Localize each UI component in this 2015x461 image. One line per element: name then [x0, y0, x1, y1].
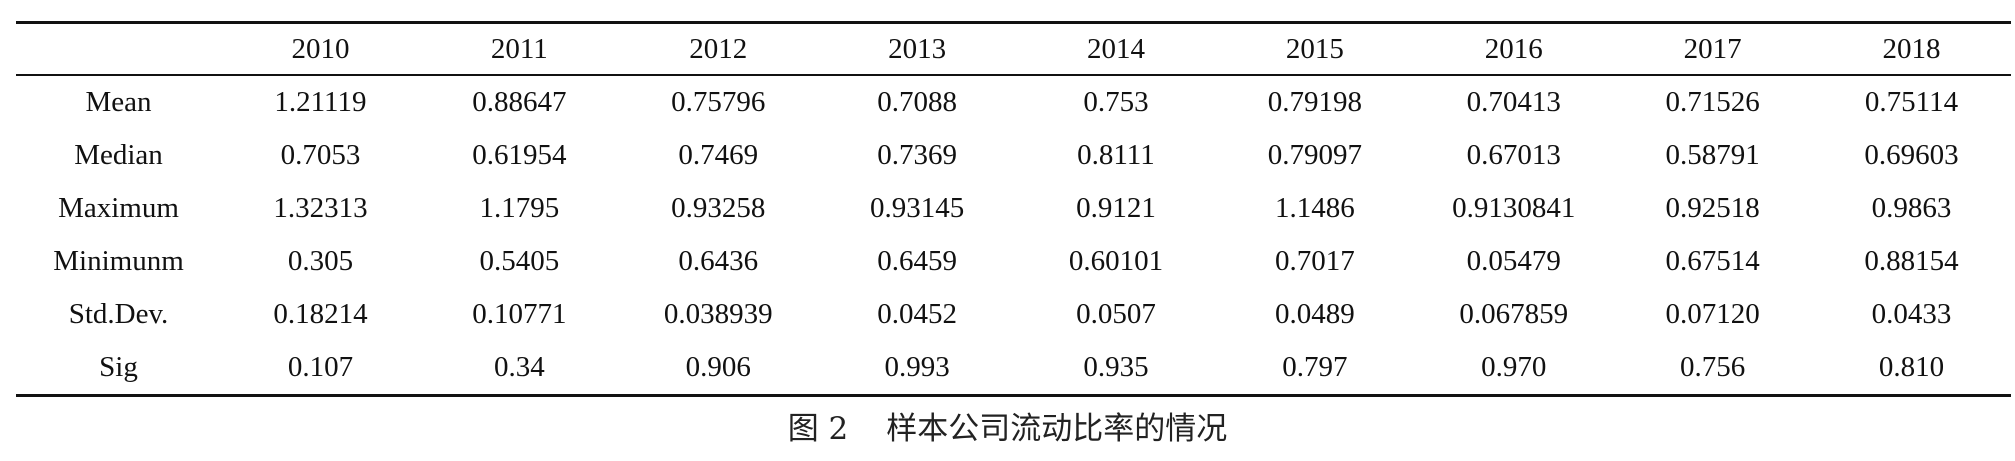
- table-cell: 0.34: [493, 351, 545, 383]
- table-cell: 0.753: [1083, 86, 1149, 118]
- table-cell: 0.9121: [1076, 192, 1156, 224]
- table-cell: 0.61954: [472, 139, 567, 171]
- table-cell: 0.07120: [1665, 298, 1760, 330]
- column-header: 2013: [888, 33, 947, 65]
- table-cell: 1.32313: [273, 192, 368, 224]
- table-cell: 0.60101: [1068, 245, 1164, 277]
- table-cell: 0.7369: [877, 139, 957, 171]
- table-cell: 0.935: [1083, 351, 1149, 383]
- table-cell: 0.93258: [671, 192, 766, 224]
- table-cell: 0.88154: [1864, 245, 1959, 277]
- table-row: Maximum 1.32313 1.1795 0.93258 0.93145 0…: [16, 182, 2011, 235]
- table-cell: 0.756: [1679, 351, 1746, 383]
- table-cell: 0.107: [287, 351, 354, 383]
- table-cell: 0.7469: [678, 139, 759, 171]
- table-cell: 0.8111: [1077, 139, 1155, 171]
- row-label: Std.Dev.: [68, 298, 169, 330]
- table-cell: 0.58791: [1665, 139, 1760, 171]
- table-cell: 0.88647: [472, 86, 567, 118]
- statistics-table: 2010 2011 2012 2013 2014 2015 2016 2017 …: [16, 21, 2011, 397]
- table-row: Sig 0.107 0.34 0.906 0.993 0.935 0.797 0…: [16, 341, 2011, 396]
- table-cell: 0.6459: [877, 245, 957, 277]
- table-cell: 0.7088: [877, 86, 957, 118]
- table-cell: 0.9130841: [1452, 192, 1576, 224]
- table-cell: 0.75796: [671, 86, 766, 118]
- table-cell: 0.69603: [1864, 139, 1959, 171]
- table-cell: 0.7053: [280, 139, 361, 171]
- table-cell: 0.0489: [1274, 298, 1355, 330]
- table-row: Median 0.7053 0.61954 0.7469 0.7369 0.81…: [16, 129, 2011, 182]
- row-label: Sig: [99, 351, 138, 383]
- figure-caption: 图 2 样本公司流动比率的情况: [0, 403, 2015, 448]
- column-header: 2011: [490, 33, 548, 65]
- table-cell: 0.810: [1878, 351, 1945, 383]
- column-header: 2010: [291, 33, 350, 65]
- row-label: Maximum: [58, 192, 179, 224]
- table-cell: 0.92518: [1665, 192, 1760, 224]
- table-cell: 0.0452: [877, 298, 957, 330]
- column-header: 2014: [1086, 33, 1145, 65]
- column-header: 2012: [689, 33, 748, 65]
- table-cell: 0.79097: [1267, 139, 1362, 171]
- column-header: 2016: [1484, 33, 1543, 65]
- table-cell: 0.0507: [1076, 298, 1156, 330]
- table-cell: 0.6436: [678, 245, 759, 277]
- table-cell: 0.93145: [869, 192, 965, 224]
- table-cell: 1.1795: [479, 192, 560, 224]
- table-cell: 0.305: [287, 245, 354, 277]
- table-row: Minimunm 0.305 0.5405 0.6436 0.6459 0.60…: [16, 235, 2011, 288]
- figure-number: 图 2: [787, 411, 849, 447]
- table-cell: 0.038939: [663, 298, 773, 330]
- table-cell: 0.970: [1481, 351, 1547, 383]
- table-cell: 0.75114: [1864, 86, 1959, 118]
- table-cell: 0.797: [1282, 351, 1348, 383]
- table-cell: 0.67514: [1665, 245, 1760, 277]
- row-label: Median: [74, 139, 163, 171]
- table-cell: 0.0433: [1871, 298, 1952, 330]
- column-header: 2018: [1882, 33, 1941, 65]
- column-header: 2015: [1285, 33, 1344, 65]
- table-cell: 0.5405: [479, 245, 560, 277]
- corner-cell: [16, 23, 221, 76]
- table-cell: 0.993: [884, 351, 950, 383]
- table-cell: 0.70413: [1466, 86, 1561, 118]
- table-cell: 1.21119: [274, 86, 367, 118]
- header-row: 2010 2011 2012 2013 2014 2015 2016 2017 …: [16, 22, 2011, 76]
- table-cell: 0.10771: [472, 298, 567, 330]
- row-label: Mean: [85, 86, 152, 118]
- row-label: Minimunm: [53, 245, 184, 277]
- table-cell: 0.906: [685, 351, 751, 383]
- table-cell: 0.7017: [1274, 245, 1355, 277]
- column-header: 2017: [1683, 33, 1742, 65]
- table-cell: 0.067859: [1459, 298, 1569, 330]
- table-row: Std.Dev. 0.18214 0.10771 0.038939 0.0452…: [16, 288, 2011, 341]
- table-cell: 0.18214: [273, 298, 368, 330]
- table-cell: 0.05479: [1466, 245, 1561, 277]
- table-cell: 0.9863: [1871, 192, 1952, 224]
- table-cell: 0.79198: [1267, 86, 1362, 118]
- table-cell: 0.67013: [1466, 139, 1561, 171]
- statistics-table-container: 2010 2011 2012 2013 2014 2015 2016 2017 …: [16, 21, 2011, 397]
- table-cell: 1.1486: [1274, 192, 1355, 224]
- figure-caption-text: 样本公司流动比率的情况: [886, 411, 1228, 447]
- table-cell: 0.71526: [1665, 86, 1760, 118]
- table-row: Mean 1.21119 0.88647 0.75796 0.7088 0.75…: [16, 75, 2011, 129]
